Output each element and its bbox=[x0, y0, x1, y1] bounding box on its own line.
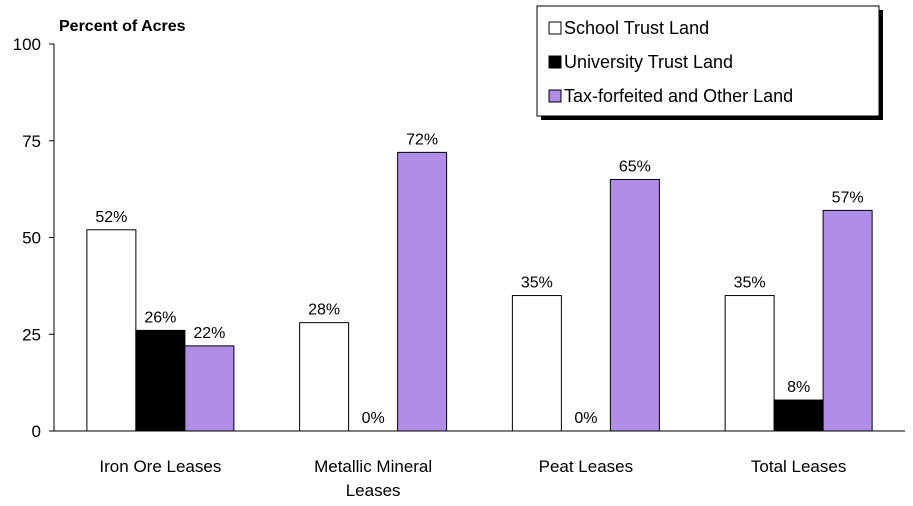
data-label: 35% bbox=[734, 275, 766, 292]
data-label: 8% bbox=[787, 379, 810, 396]
y-tick-label: 0 bbox=[32, 422, 41, 441]
data-label: 28% bbox=[308, 302, 340, 319]
bar bbox=[135, 329, 186, 432]
legend-swatch bbox=[548, 21, 562, 35]
y-tick-label: 50 bbox=[22, 229, 41, 248]
category-label: Total Leases bbox=[751, 457, 846, 476]
data-label: 0% bbox=[574, 410, 597, 427]
legend-label: Tax-forfeited and Other Land bbox=[564, 86, 793, 106]
bar bbox=[511, 295, 562, 432]
legend-box bbox=[536, 5, 880, 117]
bar bbox=[86, 229, 137, 432]
data-label: 22% bbox=[193, 325, 225, 342]
data-label: 0% bbox=[362, 410, 385, 427]
legend: School Trust Land University Trust Land Ta… bbox=[536, 5, 883, 120]
bar bbox=[609, 178, 660, 432]
data-label: 65% bbox=[619, 158, 651, 175]
y-axis-label: Percent of Acres bbox=[59, 18, 186, 35]
bar bbox=[184, 345, 235, 432]
bar bbox=[724, 295, 775, 432]
y-tick-label: 25 bbox=[22, 325, 41, 344]
legend-swatch bbox=[548, 89, 562, 103]
bar bbox=[822, 209, 873, 432]
bar bbox=[299, 322, 350, 432]
category-label: Iron Ore Leases bbox=[99, 457, 221, 476]
bar bbox=[773, 399, 824, 432]
data-label: 26% bbox=[144, 309, 176, 326]
data-label: 72% bbox=[406, 131, 438, 148]
legend-label: School Trust Land bbox=[564, 18, 709, 38]
category-label: Leases bbox=[346, 481, 401, 500]
y-tick-label: 100 bbox=[13, 35, 41, 54]
legend-label: University Trust Land bbox=[564, 52, 733, 72]
data-label: 52% bbox=[95, 209, 127, 226]
bar bbox=[397, 151, 448, 432]
y-tick-label: 75 bbox=[22, 132, 41, 151]
category-label: Metallic Mineral bbox=[314, 457, 432, 476]
data-label: 57% bbox=[832, 189, 864, 206]
legend-swatch bbox=[548, 55, 562, 69]
category-label: Peat Leases bbox=[539, 457, 634, 476]
data-label: 35% bbox=[521, 275, 553, 292]
